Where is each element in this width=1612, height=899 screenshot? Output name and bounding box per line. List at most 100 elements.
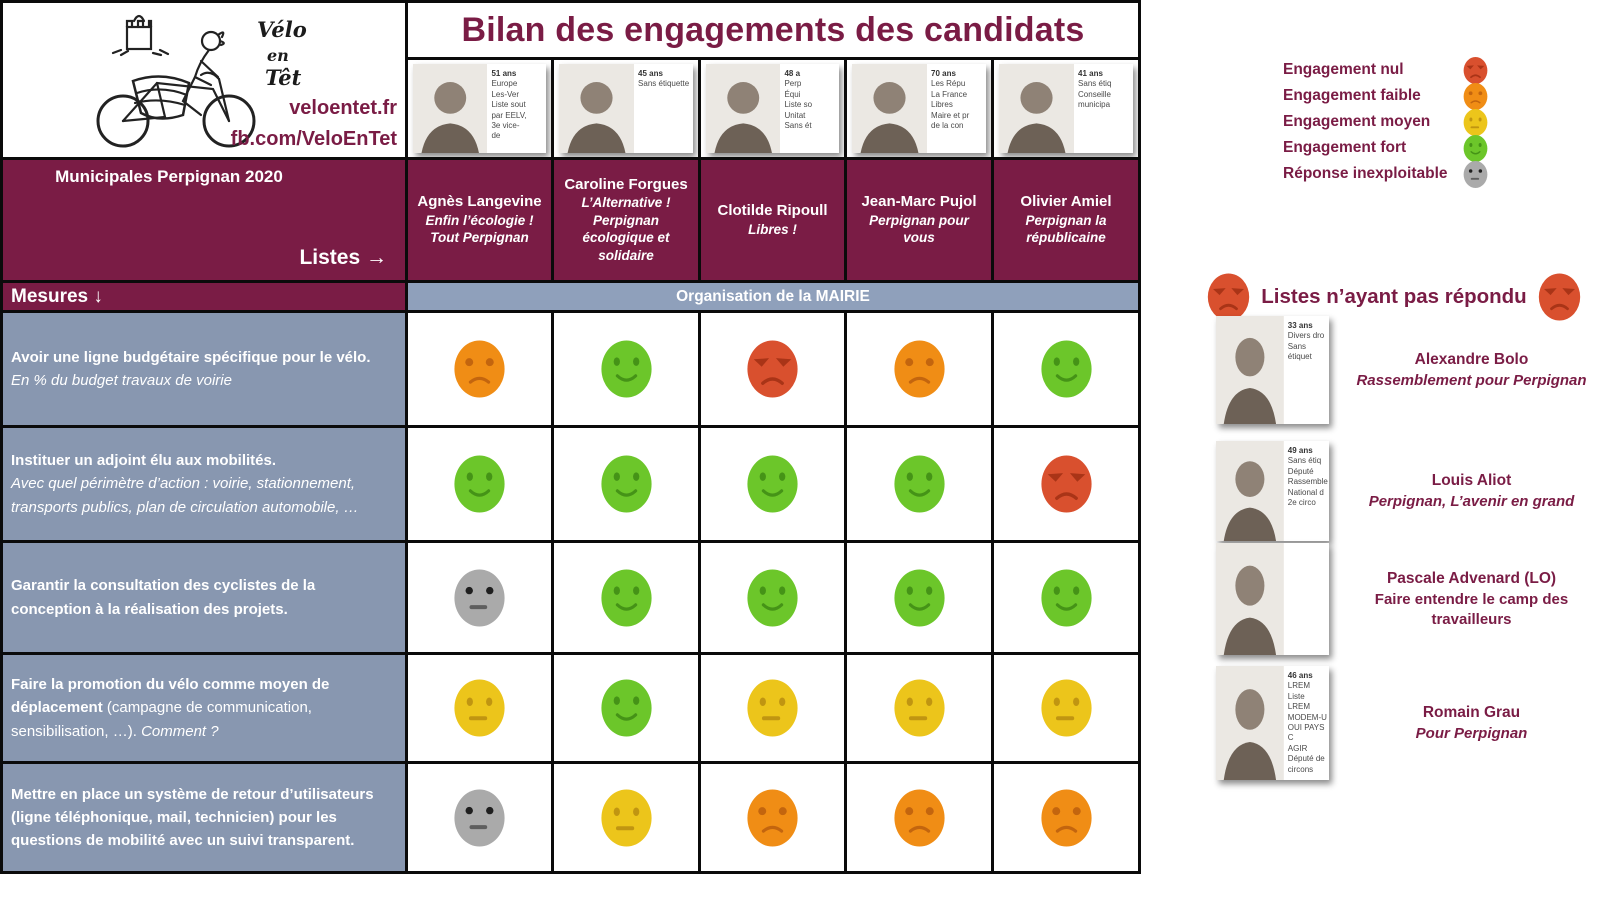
candidate-photo-cell: 70 ans Les Répu La France Libres Maire et pr… (847, 60, 991, 157)
candidate-photo-caption: 48 a Perp Équi Liste so Unitat Sans ét (784, 69, 813, 130)
emoji-inexploitable (451, 567, 508, 629)
rating-cell (847, 543, 991, 652)
legend-label: Engagement faible (1283, 87, 1421, 104)
candidate-column-header: Agnès Langevine Enfin l’écologie ! Tout … (408, 160, 551, 280)
person-photo-placeholder (413, 64, 488, 153)
logo-word-en: en (267, 46, 289, 65)
person-photo-placeholder (559, 64, 635, 153)
nonresponder-list: Pour Perpignan (1415, 724, 1528, 742)
rating-cell (994, 655, 1138, 761)
emoji-faible (451, 338, 508, 400)
sad-emoji (1462, 82, 1489, 111)
angry-emoji (1536, 272, 1583, 322)
candidate-list: Enfin l’écologie ! Tout Perpignan (425, 212, 534, 246)
nonresponder-photo (1216, 543, 1329, 655)
person-photo-placeholder (1216, 316, 1284, 424)
measure-text: Avoir une ligne budgétaire spécifique po… (11, 348, 371, 389)
nonresponder-photo: 33 ans Divers dro Sans étiquet (1216, 316, 1329, 424)
candidate-name: Clotilde Ripoull (717, 201, 828, 219)
candidate-name: Olivier Amiel (1020, 193, 1112, 211)
nonresponder-list: Perpignan, L’avenir en grand (1368, 492, 1575, 510)
angry-emoji (1205, 272, 1252, 322)
emoji-nul (744, 338, 801, 400)
measure-cell: Garantir la consultation des cyclistes d… (3, 543, 405, 652)
rating-cell (701, 655, 844, 761)
emoji-fort (891, 567, 948, 629)
candidate-name: Agnès Langevine (417, 193, 542, 211)
gray-neutral-emoji (1462, 160, 1489, 189)
rating-cell (994, 428, 1138, 540)
candidate-list: Perpignan la républicaine (1025, 212, 1107, 246)
candidate-photo-cell: 48 a Perp Équi Liste so Unitat Sans ét (701, 60, 844, 157)
facebook-link: fb.com/VeloEnTet (230, 128, 397, 150)
legend-label: Engagement moyen (1283, 113, 1431, 130)
measure-cell: Instituer un adjoint élu aux mobilités. A… (3, 428, 405, 540)
nonresponder-name: Louis Aliot (1431, 472, 1512, 490)
rating-cell (408, 428, 551, 540)
rating-cell (994, 313, 1138, 425)
emoji-faible (1038, 787, 1095, 849)
engagements-table: Vélo en Têt veloentet.fr fb.com/VeloEnTe… (0, 0, 1141, 874)
rating-cell (847, 655, 991, 761)
website-link: veloentet.fr (289, 97, 397, 119)
candidate-column-header: Jean-Marc Pujol Perpignan pour vous (847, 160, 991, 280)
legend-item: Réponse inexploitable (1283, 160, 1489, 189)
rating-cell (847, 428, 991, 540)
nonresponders-heading: Listes n’ayant pas répondu (1261, 285, 1527, 308)
logo-word-velo: Vélo (257, 17, 307, 42)
nonresponder-entry: 46 ans LREM Liste LREM MODEM-U OUI PAYS C AGI… (1216, 666, 1598, 780)
legend-item: Engagement nul (1283, 56, 1489, 85)
rating-cell (701, 764, 844, 871)
measure-cell: Faire la promotion du vélo comme moyen d… (3, 655, 405, 761)
candidate-photo-cell: 51 ans Europe Les-Ver Liste sout par EELV, 3e… (408, 60, 551, 157)
election-label: Municipales Perpignan 2020 (55, 167, 283, 186)
emoji-fort (1038, 338, 1095, 400)
title-cell: Bilan des engagements des candidats (408, 3, 1138, 57)
rating-cell (554, 543, 698, 652)
rating-cell (408, 655, 551, 761)
candidate-column-header: Caroline Forgues L’Alternative ! Perpign… (554, 160, 698, 280)
emoji-fort (891, 453, 948, 515)
nonresponder-entry: Pascale Advenard (LO) Faire entendre le … (1216, 543, 1598, 655)
logo-word-tet: Têt (265, 65, 302, 90)
rating-cell (408, 764, 551, 871)
neutral-emoji (1462, 108, 1489, 137)
rating-cell (994, 764, 1138, 871)
measure-cell: Avoir une ligne budgétaire spécifique po… (3, 313, 405, 425)
candidate-photo-caption: 51 ans Europe Les-Ver Liste sout par EELV, 3e… (491, 69, 527, 141)
rating-cell (554, 428, 698, 540)
emoji-faible (891, 787, 948, 849)
measure-text: Instituer un adjoint élu aux mobilités. A… (11, 452, 359, 516)
candidate-list: L’Alternative ! Perpignan écologique et … (581, 195, 671, 263)
emoji-nul (1038, 453, 1095, 515)
main-title: Bilan des engagements des candidats (461, 10, 1085, 49)
candidate-name: Jean-Marc Pujol (861, 193, 977, 211)
rating-cell (554, 764, 698, 871)
legend-label: Engagement nul (1283, 61, 1404, 78)
angry-emoji (1462, 56, 1489, 85)
emoji-fort (744, 567, 801, 629)
rating-cell (701, 428, 844, 540)
legend-item: Engagement faible (1283, 82, 1489, 111)
rating-cell (994, 543, 1138, 652)
emoji-fort (1038, 567, 1095, 629)
candidate-photo: 45 ans Sans étiquette (559, 64, 693, 153)
emoji-moyen (744, 677, 801, 739)
candidate-photo-caption: 45 ans Sans étiquette (638, 69, 690, 89)
measure-text: Faire la promotion du vélo comme moyen d… (11, 676, 330, 740)
emoji-moyen (891, 677, 948, 739)
legend: Engagement nul Engagement faible Engagem… (1283, 56, 1489, 189)
emoji-moyen (598, 787, 655, 849)
legend-label: Engagement fort (1283, 139, 1407, 156)
listes-label: Listes → (299, 246, 387, 269)
logo-cell: Vélo en Têt veloentet.fr fb.com/VeloEnTe… (3, 3, 405, 157)
person-photo-placeholder (999, 64, 1075, 153)
velo-en-tet-logo: Vélo en Têt (96, 14, 307, 148)
candidate-photo: 51 ans Europe Les-Ver Liste sout par EELV, 3e… (413, 64, 546, 153)
measure-text: Mettre en place un système de retour d’u… (11, 785, 374, 850)
rating-cell (408, 543, 551, 652)
smile-emoji (1462, 134, 1489, 163)
measure-cell: Mettre en place un système de retour d’u… (3, 764, 405, 871)
table-header-left: Municipales Perpignan 2020 Listes → (3, 160, 405, 280)
person-photo-placeholder (1216, 441, 1284, 541)
